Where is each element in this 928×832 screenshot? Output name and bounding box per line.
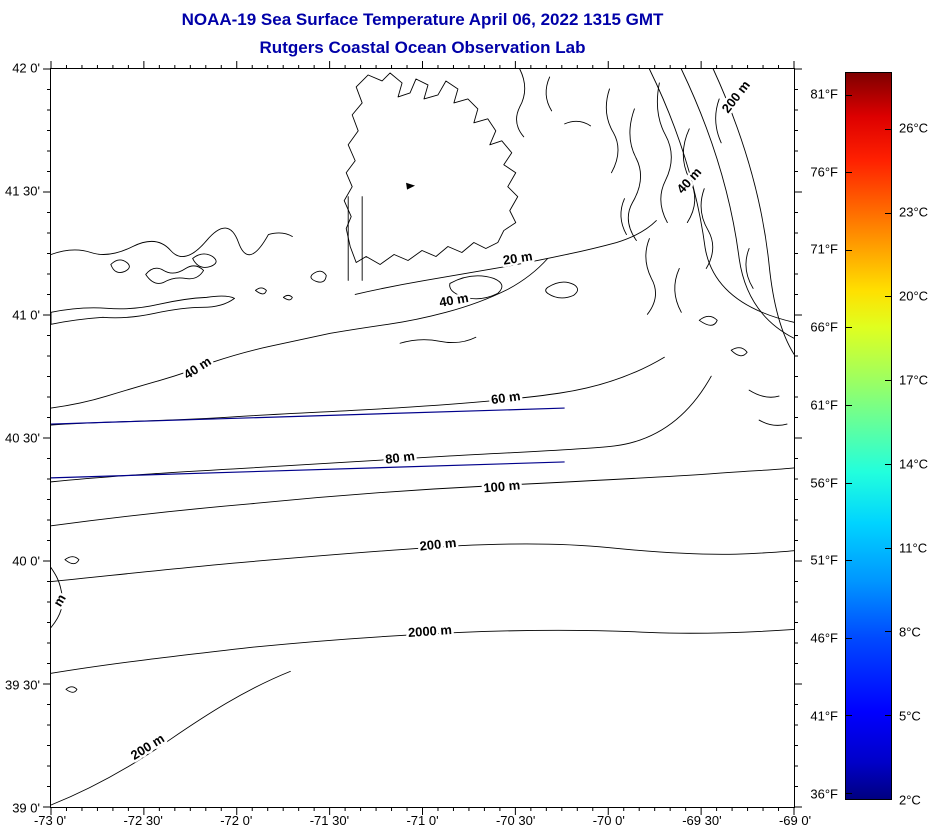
- colorbar-tick: [846, 560, 852, 562]
- contour-label: 200 m: [419, 535, 457, 554]
- x-axis-tick-label: -70 30': [495, 813, 536, 828]
- x-axis-tick-label: -69 30': [682, 813, 722, 828]
- x-axis-tick-label: -71 30': [309, 813, 350, 828]
- contour-label-halo: 80 m: [384, 448, 415, 466]
- contour-label: 40 m: [181, 353, 214, 382]
- contour-label-halo: 200 m: [419, 535, 457, 554]
- celsius-tick-label: 2°C: [899, 792, 921, 808]
- fahrenheit-tick-label: 36°F: [810, 786, 838, 802]
- contour-200m-slope-a: [648, 68, 795, 323]
- contour-20m: [354, 220, 657, 295]
- transect-lines: [50, 407, 565, 479]
- y-axis: 42 0' 41 30' 41 0' 40 30' 40 0' 39 30' 39 0': [0, 61, 44, 816]
- celsius-tick-label: 5°C: [899, 708, 921, 724]
- fahrenheit-tick-label: 56°F: [810, 475, 838, 491]
- map-canvas: 200 m 200 m 40 m 40 m 20 m 20 m 40 m 40 …: [43, 61, 802, 815]
- contour-label: 2000 m: [408, 622, 453, 640]
- figure-title: NOAA-19 Sea Surface Temperature April 06…: [181, 10, 664, 29]
- colorbar-tick: [885, 799, 891, 800]
- axis-tick-marks: [43, 61, 802, 815]
- contour-left-fragment: [50, 567, 63, 628]
- colorbar-tick: [846, 637, 852, 639]
- colorbar-tick: [846, 715, 852, 717]
- colorbar-tick: [885, 463, 891, 465]
- celsius-tick-label: 23°C: [899, 204, 928, 220]
- colorbar-fahrenheit-labels: 81°F 76°F 71°F 66°F 61°F 56°F 51°F 46°F 41°F 36°F: [756, 72, 838, 802]
- x-axis-tick-label: -72 0': [220, 813, 253, 828]
- contour-100m: [50, 467, 795, 527]
- colorbar-tick: [885, 128, 891, 130]
- colorbar-tick: [846, 327, 852, 329]
- colorbar-tick: [885, 296, 891, 298]
- contour-label: m: [50, 592, 69, 609]
- colorbar-tick: [885, 212, 891, 214]
- celsius-tick-label: 11°C: [899, 540, 928, 556]
- map-plot-area: 200 m 200 m 40 m 40 m 20 m 20 m 40 m 40 …: [43, 61, 802, 815]
- transect-line-1: [50, 407, 565, 425]
- contour-label-halo: 60 m: [490, 388, 521, 407]
- fahrenheit-tick-label: 51°F: [810, 552, 838, 568]
- colorbar-tick: [885, 715, 891, 717]
- title-block: NOAA-19 Sea Surface Temperature April 06…: [50, 6, 795, 62]
- x-axis-tick-label: -69 0': [778, 813, 812, 828]
- fahrenheit-tick-label: 46°F: [810, 630, 838, 646]
- contour-label: 20 m: [502, 248, 534, 267]
- fahrenheit-tick-label: 66°F: [810, 319, 838, 335]
- colorbar-tick: [846, 482, 852, 484]
- contour-40m: [50, 258, 549, 409]
- x-axis-tick-label: -71 0': [406, 813, 439, 828]
- colorbar-tick: [885, 547, 891, 549]
- colorbar-celsius-labels: 26°C 23°C 20°C 17°C 14°C 11°C 8°C 5°C 2°C: [899, 72, 928, 808]
- fahrenheit-tick-label: 81°F: [810, 86, 838, 102]
- shoals-contours: [399, 82, 788, 426]
- contour-label-halo: 2000 m: [408, 622, 453, 640]
- contour-label: 40 m: [438, 290, 470, 310]
- colorbar-tick: [846, 404, 852, 406]
- fahrenheit-tick-label: 76°F: [810, 164, 838, 180]
- colorbar-tick: [885, 631, 891, 633]
- celsius-tick-label: 26°C: [899, 120, 928, 136]
- x-axis: -73 0' -72 30' -72 0' -71 30' -71 0' -70 30' -…: [34, 813, 811, 831]
- x-axis-tick-label: -70 0': [592, 813, 625, 828]
- contour-label-halo: 100 m: [483, 477, 521, 495]
- contour-label: 80 m: [384, 448, 415, 466]
- colorbar-tick: [846, 792, 852, 794]
- colorbar-tick: [885, 380, 891, 382]
- y-axis-tick-label: 39 30': [4, 677, 40, 693]
- contour-80m: [50, 375, 712, 483]
- celsius-tick-label: 20°C: [899, 288, 928, 304]
- contour-200m-slope-c: [712, 68, 795, 355]
- contour-label: 40 m: [673, 164, 704, 196]
- contour-label: 60 m: [490, 388, 521, 407]
- y-axis-tick-label: 42 0': [12, 60, 40, 76]
- colorbar: [845, 72, 892, 800]
- colorbar-tick: [846, 94, 852, 96]
- fahrenheit-tick-label: 41°F: [810, 708, 838, 724]
- figure-subtitle: Rutgers Coastal Ocean Observation Lab: [259, 38, 586, 58]
- celsius-tick-label: 14°C: [899, 456, 928, 472]
- y-axis-tick-label: 41 0': [12, 307, 40, 323]
- x-axis-tick-label: -72 30': [123, 813, 163, 828]
- contour-label: 200 m: [128, 731, 167, 763]
- coastline-contours: [50, 68, 591, 325]
- y-axis-tick-label: 40 0': [12, 553, 40, 569]
- fahrenheit-tick-label: 61°F: [810, 397, 838, 413]
- contour-label: 100 m: [483, 477, 521, 495]
- contour-slope-sw: [50, 670, 291, 806]
- fahrenheit-tick-label: 71°F: [810, 241, 838, 257]
- y-axis-tick-label: 39 0': [12, 800, 40, 816]
- transect-line-2: [50, 461, 565, 479]
- colorbar-tick: [846, 172, 852, 174]
- contour-200m-slope-b: [680, 68, 795, 339]
- contour-label: 200 m: [719, 78, 753, 116]
- x-axis-tick-label: -73 0': [33, 813, 67, 828]
- y-axis-tick-label: 40 30': [4, 430, 40, 446]
- contour-200m: [50, 543, 795, 583]
- celsius-tick-label: 17°C: [899, 372, 928, 388]
- y-axis-tick-label: 41 30': [4, 183, 40, 199]
- colorbar-tick: [846, 249, 852, 251]
- contour-2000m: [50, 629, 795, 674]
- celsius-tick-label: 8°C: [899, 624, 921, 640]
